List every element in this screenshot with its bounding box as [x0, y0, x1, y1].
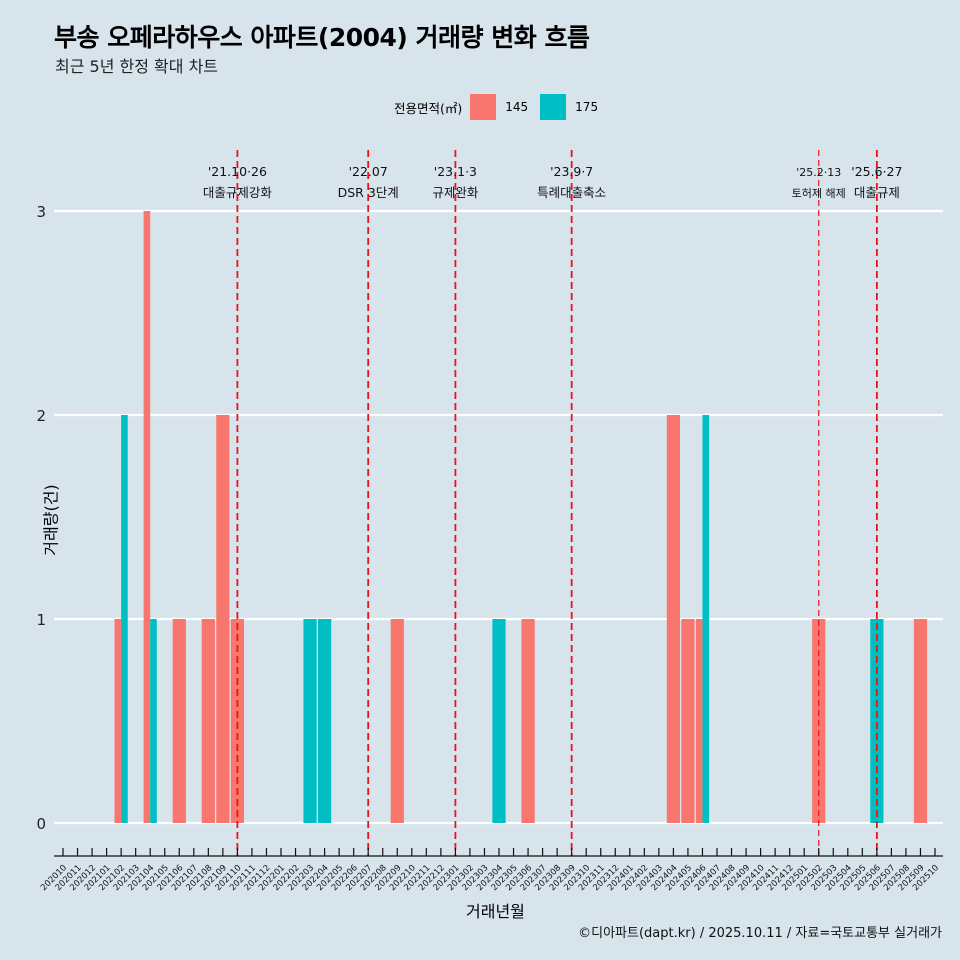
event-name-label: DSR 3단계: [338, 185, 399, 200]
bar-145-202306: [521, 619, 535, 823]
x-axis-title: 거래년월: [466, 902, 525, 921]
bars: [114, 211, 928, 823]
bar-145-202405: [681, 619, 695, 823]
bar-175-202104: [150, 619, 157, 823]
legend: 전용면적(㎡) 145 175: [394, 94, 610, 120]
bar-145-202404: [666, 415, 680, 823]
event-name-label: 특례대출축소: [537, 185, 606, 200]
y-tick-label: 2: [36, 407, 46, 425]
y-axis-title: 거래량(건): [41, 484, 61, 556]
bar-145-202110: [230, 619, 244, 823]
annotation-lines: [236, 150, 878, 856]
y-tick-label: 3: [36, 203, 46, 221]
event-date-label: '21.10·26: [208, 164, 267, 179]
bar-175-202102: [121, 415, 128, 823]
bar-145-202509: [913, 619, 928, 823]
bar-145-202406: [695, 619, 703, 823]
x-axis: 2020102020112020122021012021022021032021…: [39, 848, 943, 893]
event-date-label: '22.07: [349, 164, 388, 179]
event-name-label: 규제완화: [432, 185, 479, 200]
event-date-label: '25.6·27: [851, 164, 902, 179]
chart-subtitle: 최근 5년 한정 확대 차트: [55, 57, 219, 76]
bar-145-202108: [201, 619, 215, 823]
event-name-label: 대출규제강화: [203, 185, 273, 200]
y-tick-label: 1: [36, 611, 46, 629]
legend-swatch-145: [470, 94, 497, 120]
source-caption: ©디아파트(dapt.kr) / 2025.10.11 / 자료=국토교통부 실…: [578, 926, 942, 941]
bar-145-202109: [216, 415, 230, 823]
y-axis: 0 1 2 3: [36, 203, 46, 833]
event-date-label: '25.2·13: [796, 166, 841, 179]
legend-swatch-175: [540, 94, 567, 120]
chart-title: 부송 오페라하우스 아파트(2004) 거래량 변화 흐름: [54, 23, 590, 52]
event-date-label: '23.1·3: [434, 164, 477, 179]
bar-145-202102: [114, 619, 122, 823]
legend-label-145: 145: [505, 100, 529, 114]
bar-145-202106: [172, 619, 186, 823]
y-tick-label: 0: [36, 815, 46, 833]
legend-title: 전용면적(㎡): [394, 100, 463, 116]
bar-145-202104: [143, 211, 151, 823]
event-name-label: 토허제 해제: [792, 186, 846, 200]
bar-175-202204: [318, 619, 332, 823]
bar-175-202304: [492, 619, 506, 823]
event-date-label: '23.9·7: [550, 164, 593, 179]
event-name-label: 대출규제: [854, 185, 900, 200]
bar-175-202203: [303, 619, 317, 823]
bar-175-202406: [702, 415, 710, 823]
bar-175-202506: [870, 619, 884, 823]
annotation-labels: '21.10·26 대출규제강화 '22.07 DSR 3단계 '23.1·3 규제완화 '…: [203, 164, 903, 200]
bar-145-202209: [390, 619, 404, 823]
legend-label-175: 175: [575, 100, 599, 114]
